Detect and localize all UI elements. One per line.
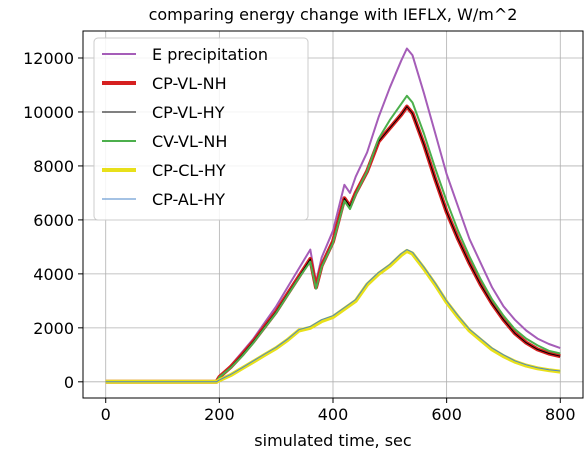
legend-label: CP-VL-HY	[152, 103, 225, 122]
x-tick-label: 0	[101, 405, 111, 424]
y-tick-label: 6000	[33, 211, 74, 230]
legend-label: CP-CL-HY	[152, 161, 226, 180]
series-line-cv-vl-nh	[105, 94, 561, 383]
legend-label: CP-VL-NH	[152, 74, 227, 93]
legend: E precipitation CP-VL-NH CP-VL-HY CV-VL-NH C…	[93, 37, 309, 221]
legend-box	[93, 37, 309, 221]
y-tick-label: 10000	[23, 103, 74, 122]
plot-frame	[82, 30, 584, 399]
series-line-e-precipitation	[105, 47, 561, 383]
x-tick-label: 200	[204, 405, 235, 424]
legend-label: CP-AL-HY	[152, 190, 225, 209]
y-tick-label: 4000	[33, 265, 74, 284]
y-tick-label: 8000	[33, 157, 74, 176]
legend-label: CV-VL-NH	[152, 132, 227, 151]
series-line-cp-cl-hy	[105, 248, 561, 384]
series-line-cp-al-hy	[105, 249, 561, 383]
x-axis-label: simulated time, sec	[254, 431, 411, 450]
chart-title: comparing energy change with IEFLX, W/m^…	[149, 5, 518, 24]
legend-label: E precipitation	[152, 45, 268, 64]
x-tick-label: 600	[431, 405, 462, 424]
x-tick-label: 800	[545, 405, 576, 424]
x-tick-label: 400	[318, 405, 349, 424]
y-tick-label: 0	[64, 373, 74, 392]
y-tick-label: 2000	[33, 319, 74, 338]
y-tick-label: 12000	[23, 49, 74, 68]
series-lines	[105, 47, 561, 384]
